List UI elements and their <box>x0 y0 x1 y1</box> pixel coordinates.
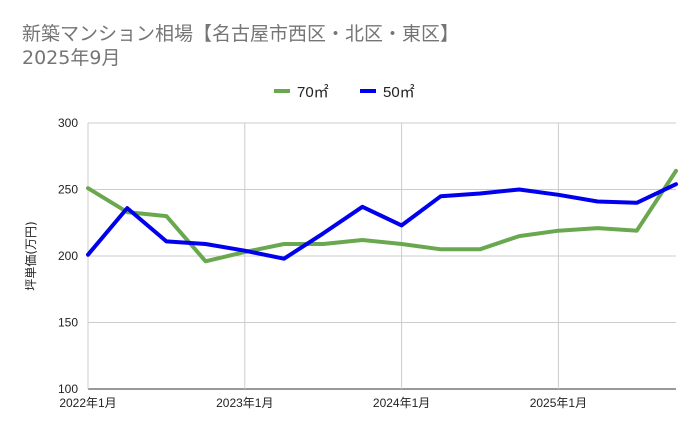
y-axis-label: 坪単価(万円) <box>24 221 38 290</box>
y-tick-label: 150 <box>58 316 78 330</box>
gridlines <box>87 122 676 390</box>
series-line-0 <box>86 168 678 264</box>
x-axis-ticks: 2022年1月 2023年1月 2024年1月 2025年1月 <box>59 396 587 410</box>
series-lines <box>86 168 678 264</box>
x-tick-label: 2023年1月 <box>216 396 273 410</box>
y-axis-ticks: 100 150 200 250 300 <box>58 116 78 396</box>
y-tick-label: 100 <box>58 382 78 396</box>
legend-label: 70㎡ <box>297 84 329 101</box>
y-tick-label: 250 <box>58 183 78 197</box>
x-tick-label: 2024年1月 <box>373 396 430 410</box>
x-tick-label: 2025年1月 <box>530 396 587 410</box>
x-tick-label: 2022年1月 <box>59 396 116 410</box>
series-line-1 <box>86 182 678 261</box>
chart-title: 新築マンション相場【名古屋市西区・北区・東区】 <box>22 23 459 45</box>
chart-subtitle: 2025年9月 <box>22 47 120 69</box>
y-tick-label: 300 <box>58 116 78 130</box>
legend: 70㎡ 50㎡ <box>274 84 415 101</box>
y-tick-label: 200 <box>58 249 78 263</box>
legend-label: 50㎡ <box>383 84 415 101</box>
